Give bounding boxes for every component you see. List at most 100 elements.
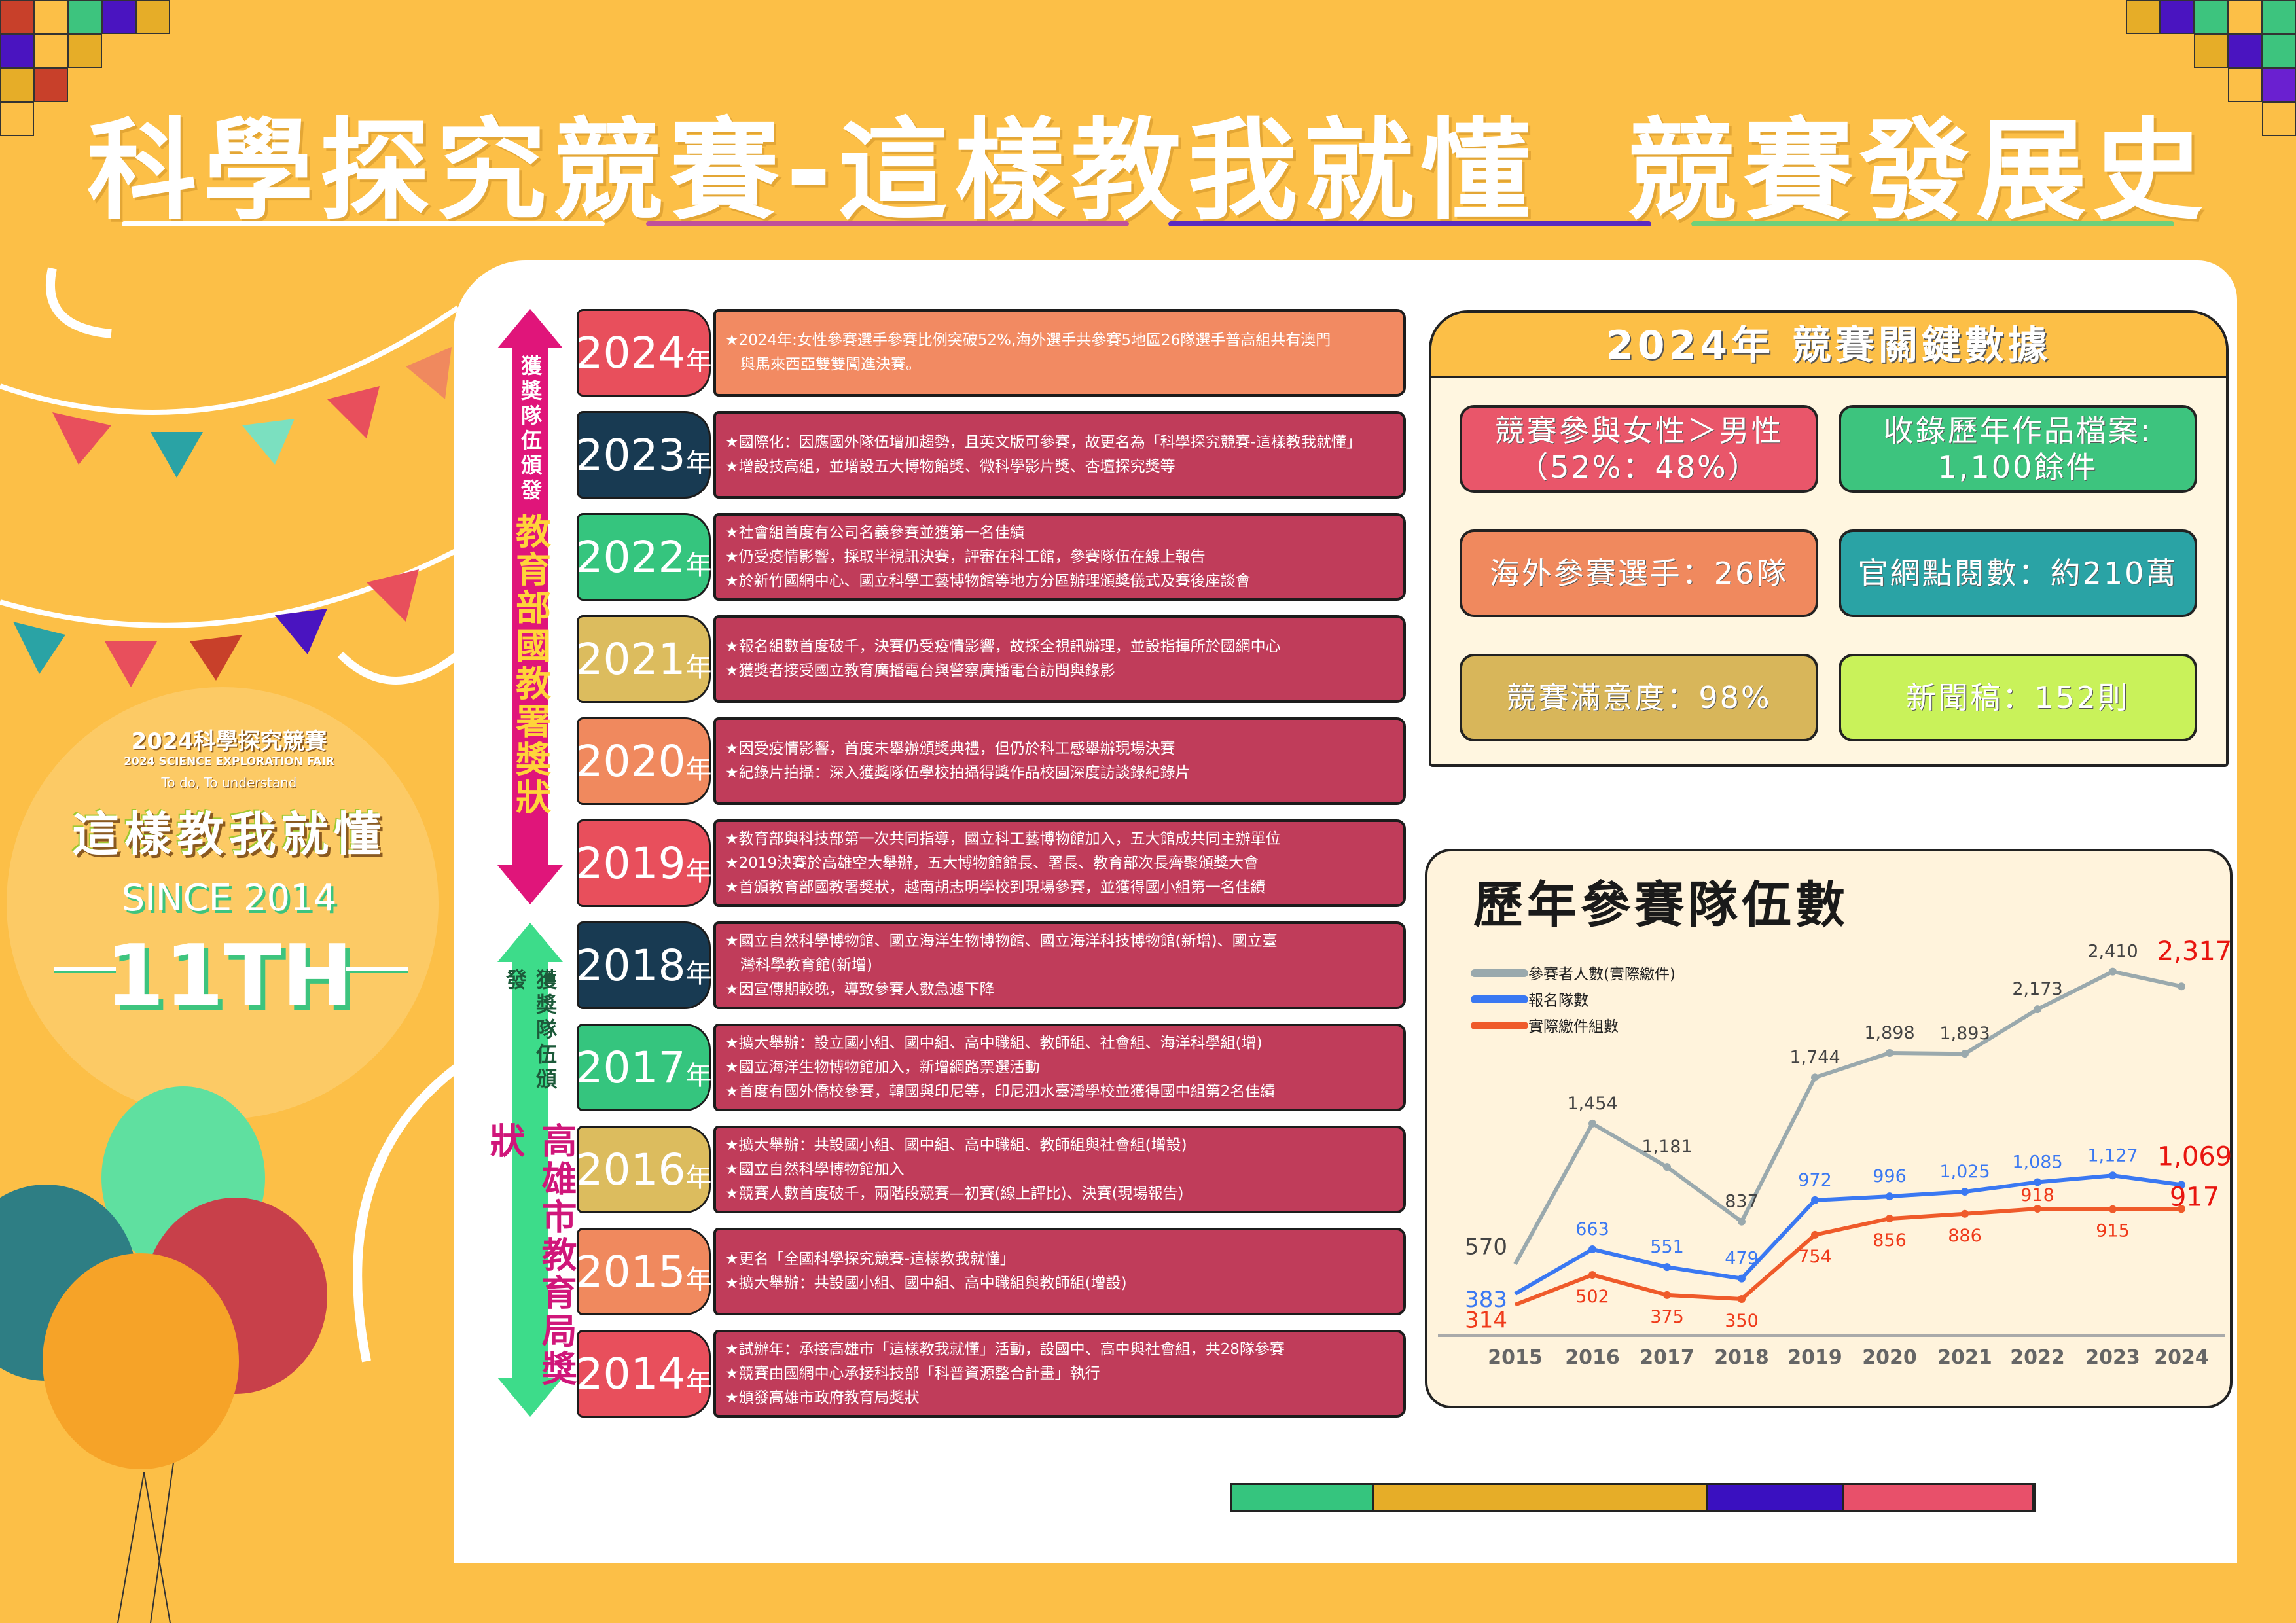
legend-label: 實際繳件組數 [1528,1018,1619,1035]
since-text: SINCE 2014 [121,877,337,919]
logo-line1: 2024科學探究競賽 [131,728,327,755]
milestone-item: ★仍受疫情影響，採取半視訊決賽，評審在科工館，參賽隊伍在線上報告 [725,548,1206,565]
timeline-row-2014: 2014 年 ★試辦年：承接高雄市「這樣教我就懂」活動，設國中、高中與社會組，共28… [575,1330,1406,1418]
data-point [2034,1178,2041,1186]
year-number: 2024 [575,327,686,378]
data-label: 1,744 [1789,1047,1840,1067]
data-label: 570 [1465,1234,1507,1260]
data-label: 551 [1650,1237,1684,1257]
x-tick-label: 2024 [2154,1346,2209,1369]
key-data-text: 1,100餘件 [1937,450,2098,485]
data-point [1738,1274,1746,1283]
year-badge: 2020 年 [576,717,712,805]
data-point [1886,1215,1893,1223]
milestone-item: ★頒發高雄市政府教育局獎狀 [725,1389,920,1406]
year-suffix: 年 [685,755,712,785]
data-point [1738,1294,1746,1303]
title-underline [1691,221,2174,226]
data-point [2109,967,2117,976]
x-tick-label: 2015 [1488,1346,1543,1369]
series-line [1514,1173,2182,1296]
year-badge: 2018 年 [575,921,712,1009]
timeline-row-2024: 2024 年 ★2024年:女性參賽選手參賽比例突破52%,海外選手共參賽5地區26… [575,309,1406,397]
edition-dash-left [54,967,116,971]
chart-panel: 歷年參賽隊伍數 2015 2016 2017 2018 2019 2020 2021 2022 2… [1425,849,2233,1408]
milestone-item: ★更名「全國科學探究競賽-這樣教我就懂」 [725,1251,1015,1268]
year-suffix: 年 [685,652,712,683]
year-badge: 2017 年 [576,1024,711,1111]
year-badge: 2015 年 [575,1228,712,1315]
bottom-color-bar [1230,1483,2036,1512]
data-label: 314 [1465,1308,1507,1334]
data-label: 2,317 [2157,936,2233,967]
year-description: ★國立自然科學博物館、國立海洋生物博物館、國立海洋科技博物館(新增)、國立臺 灣… [713,921,1406,1009]
data-label: 886 [1948,1226,1982,1246]
milestone-item: ★國立自然科學博物館加入 [725,1160,905,1178]
logo-mark: 這樣教我就懂 [71,807,386,862]
data-label: 1,025 [1939,1162,1990,1182]
data-label: 754 [1798,1247,1832,1267]
data-label: 972 [1798,1170,1832,1190]
data-label: 1,069 [2157,1141,2233,1171]
year-suffix: 年 [685,1265,712,1295]
color-segment [1232,1485,1374,1510]
year-description: ★教育部與科技部第一次共同指導，國立科工藝博物館加入，五大館成共同主辦單位 ★20… [713,819,1406,907]
series-line [1514,1207,2182,1307]
timeline-row-2022: 2022 年 ★社會組首度有公司名義參賽並獲第一名佳績 ★仍受疫情影響，採取半視訊決賽… [576,513,1406,601]
year-number: 2014 [575,1348,686,1399]
milestone-item: ★擴大舉辦：共設國小組、國中組、高中職組與教師組(增設) [725,1275,1127,1292]
key-data-title: 2024年 競賽關鍵數據 [1431,313,2226,378]
timeline-row-2021: 2021 年 ★報名組數首度破千，決賽仍受疫情影響，故採全視訊辦理，並設指揮所於國網… [576,615,1406,703]
year-number: 2015 [575,1246,686,1297]
milestone-item: 與馬來西亞雙雙闖進決賽。 [725,356,921,373]
timeline-row-2017: 2017 年 ★擴大舉辦：設立國小組、國中組、高中職組、教師組、社會組、海洋科學組(… [576,1024,1406,1111]
data-point [1738,1217,1746,1226]
x-tick-label: 2019 [1787,1346,1842,1369]
color-segment [1708,1485,1844,1510]
milestone-item: ★紀錄片拍攝：深入獲獎隊伍學校拍攝得獎作品校園深度訪談錄紀錄片 [725,764,1191,781]
year-description: ★國際化：因應國外隊伍增加趨勢，且英文版可參賽，故更名為「科學探究競賽-這樣教我… [713,411,1406,499]
year-description: ★報名組數首度破千，決賽仍受疫情影響，故採全視訊辦理，並設指揮所於國網中心 ★獲獎… [713,615,1406,703]
data-point [1961,1050,1969,1058]
legend-label: 報名隊數 [1528,992,1588,1009]
key-data-card: 競賽滿意度：98% [1460,654,1818,741]
milestone-item: ★競賽人數首度破千，兩階段競賽—初賽(線上評比)、決賽(現場報告) [725,1185,1184,1202]
data-label: 918 [2020,1185,2054,1205]
data-point [1663,1291,1671,1299]
key-data-text: 新聞稿：152則 [1906,680,2130,715]
milestone-item: ★試辦年：承接高雄市「這樣教我就懂」活動，設國中、高中與社會組，共28隊參賽 [725,1340,1285,1358]
decorations [0,267,458,1623]
edition-text: 11TH [105,926,353,1026]
year-badge: 2019 年 [576,819,711,907]
data-label: 837 [1725,1192,1759,1212]
logo: 2024科學探究競賽 2024 SCIENCE EXPLORATION FAIR… [26,723,432,865]
milestone-item: ★因受疫情影響，首度未舉辦頒獎典禮，但仍於科工感舉辦現場決賽 [725,740,1175,757]
milestone-item: ★國立海洋生物博物館加入，新增網路票選活動 [725,1058,1040,1076]
year-description: ★擴大舉辦：共設國小組、國中組、高中職組、教師組與社會組(增設) ★國立自然科學博… [713,1126,1406,1213]
key-data-text: 收錄歷年作品檔案: [1883,413,2153,448]
data-point [1811,1073,1819,1082]
year-description: ★2024年:女性參賽選手參賽比例突破52%,海外選手共參賽5地區26隊選手普高… [713,309,1406,397]
data-point [2109,1205,2117,1213]
year-suffix: 年 [685,550,712,580]
milestone-item: ★首頒教育部國教署獎狀，越南胡志明學校到現場參賽，並獲得國小組第一名佳績 [725,878,1266,896]
chart-title: 歷年參賽隊伍數 [1473,876,1849,934]
key-data-text: 海外參賽選手：26隊 [1489,556,1789,591]
key-data-card: 競賽參與女性＞男性 （52%：48%） [1460,405,1818,493]
year-number: 2018 [575,940,686,991]
year-suffix: 年 [685,959,712,989]
x-tick-label: 2021 [1937,1346,1992,1369]
key-data-panel: 2024年 競賽關鍵數據 競賽參與女性＞男性 （52%：48%） 收錄歷年作品檔案:… [1429,310,2229,767]
x-tick-label: 2020 [1862,1346,1917,1369]
data-point [1961,1188,1969,1196]
title-underline [1168,221,1651,226]
milestone-item: ★2024年:女性參賽選手參賽比例突破52%,海外選手共參賽5地區26隊選手普高… [725,332,1331,349]
milestone-item: ★教育部與科技部第一次共同指導，國立科工藝博物館加入，五大館成共同主辦單位 [725,830,1281,847]
data-point [2109,1171,2117,1180]
milestone-item: ★2019決賽於高雄空大舉辦，五大博物館館長、署長、教育部次長齊聚頒獎大會 [725,854,1259,872]
year-suffix: 年 [685,1367,712,1397]
data-label: 1,454 [1567,1094,1617,1114]
data-label: 917 [2170,1182,2219,1212]
data-label: 383 [1465,1287,1507,1313]
series-line [1513,969,2182,1265]
